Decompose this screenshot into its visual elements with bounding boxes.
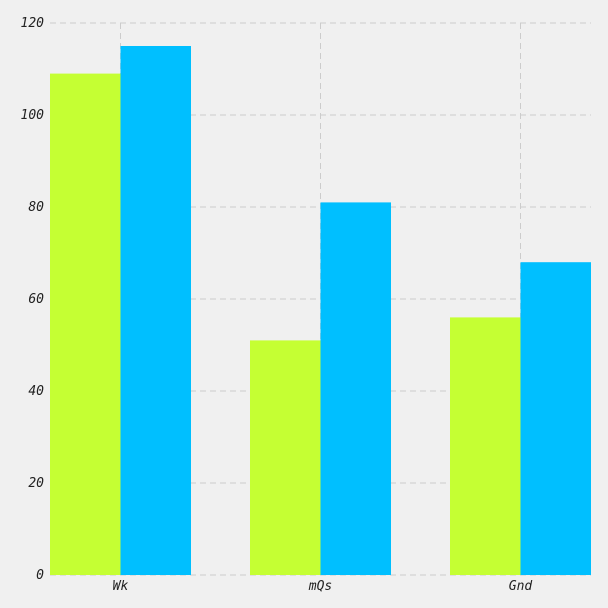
x-tick-label: mQs [308, 579, 332, 594]
y-tick-label: 0 [36, 568, 44, 583]
y-tick-label: 60 [28, 292, 44, 307]
y-tick-label: 100 [21, 108, 45, 123]
y-tick-label: 40 [28, 384, 44, 399]
y-tick-labels: 0 20 40 60 80 100 120 [21, 16, 45, 583]
x-tick-label: Gnd [509, 579, 533, 594]
bar-gnd-series-1 [450, 317, 521, 575]
x-tick-label: Wk [113, 579, 129, 594]
bar-gnd-series-2 [520, 262, 591, 575]
bar-mqs-series-2 [320, 202, 391, 575]
bar-wk-series-1 [50, 73, 121, 575]
bar-wk-series-2 [120, 46, 191, 575]
bars [50, 46, 591, 575]
bar-mqs-series-1 [250, 340, 321, 575]
x-tick-labels: Wk mQs Gnd [113, 579, 533, 594]
y-tick-label: 120 [21, 16, 45, 31]
y-tick-label: 80 [28, 200, 44, 215]
y-tick-label: 20 [28, 476, 44, 491]
